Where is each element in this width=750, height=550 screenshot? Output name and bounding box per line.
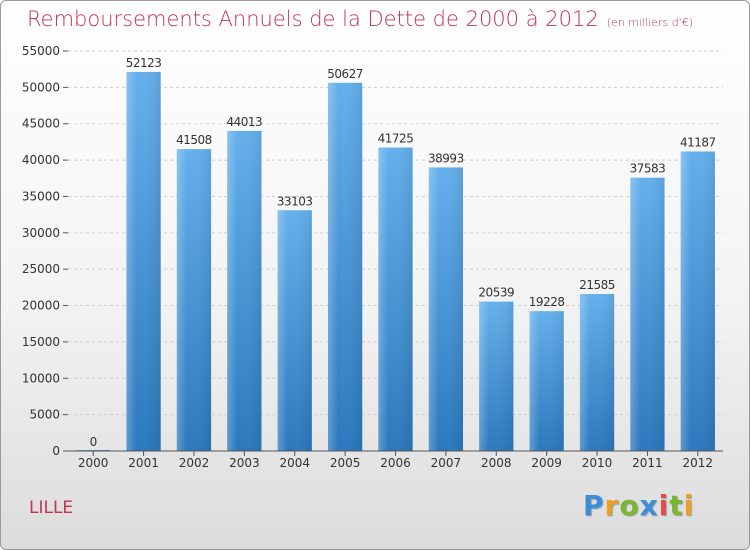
logo-letter: x <box>639 489 659 522</box>
value-label: 19228 <box>529 295 565 309</box>
bar-shade <box>630 177 665 451</box>
y-tick-label: 25000 <box>22 262 60 276</box>
bar-shade <box>126 71 161 451</box>
bar-shade <box>277 210 312 451</box>
y-tick-label: 30000 <box>22 226 60 240</box>
chart-title: Remboursements Annuels de la Dette de 20… <box>27 7 693 31</box>
logo-letter: o <box>619 489 640 522</box>
x-tick-label: 2009 <box>531 456 562 470</box>
y-tick-label: 35000 <box>22 189 60 203</box>
logo-letter: t <box>669 489 684 522</box>
x-tick-label: 2008 <box>481 456 512 470</box>
value-labels: 0 52123 41508 44013 33103 50627 41725 38993 2053… <box>90 56 717 449</box>
chart-subtitle: (en milliers d'€) <box>606 16 693 29</box>
value-label: 0 <box>90 435 97 449</box>
x-axis-ticks: 2000 2001 2002 2003 2004 2005 2006 2007 2008 2009… <box>78 451 713 470</box>
value-label: 41725 <box>378 132 414 146</box>
value-label: 21585 <box>579 278 615 292</box>
value-label: 38993 <box>428 151 464 165</box>
bar-shade <box>479 301 514 451</box>
bar-shade <box>579 294 615 451</box>
value-label: 50627 <box>327 67 363 81</box>
chart-title-text: Remboursements Annuels de la Dette de 20… <box>27 7 599 31</box>
x-tick-label: 2010 <box>582 456 613 470</box>
x-tick-label: 2012 <box>683 456 714 470</box>
x-tick-label: 2000 <box>78 456 109 470</box>
value-label: 44013 <box>227 115 263 129</box>
y-tick-label: 40000 <box>22 153 60 167</box>
x-tick-label: 2004 <box>279 456 310 470</box>
bar-shade <box>176 149 212 451</box>
y-tick-label: 45000 <box>22 117 60 131</box>
logo-letter: i <box>683 489 695 522</box>
bar-shade <box>378 147 413 451</box>
bar-shade <box>529 311 564 451</box>
y-tick-label: 5000 <box>29 408 60 422</box>
bar-shade <box>680 151 715 451</box>
value-label: 33103 <box>277 194 313 208</box>
value-label: 52123 <box>126 56 162 70</box>
y-tick-label: 50000 <box>22 80 60 94</box>
x-tick-label: 2003 <box>229 456 260 470</box>
x-tick-label: 2011 <box>632 456 663 470</box>
proxiti-logo: Proxiti <box>583 489 694 522</box>
logo-letter: i <box>658 489 670 522</box>
y-tick-label: 0 <box>52 444 60 458</box>
city-name: LILLE <box>29 498 74 518</box>
x-tick-label: 2007 <box>431 456 462 470</box>
value-label: 20539 <box>478 286 514 300</box>
x-tick-label: 2005 <box>330 456 361 470</box>
y-tick-label: 10000 <box>22 371 60 385</box>
value-label: 41187 <box>680 135 716 149</box>
bar-shade <box>327 82 363 451</box>
y-tick-label: 15000 <box>22 335 60 349</box>
x-tick-label: 2002 <box>179 456 210 470</box>
bar-shade <box>428 167 464 451</box>
x-tick-label: 2006 <box>380 456 411 470</box>
y-axis-ticks: 0 5000 10000 15000 20000 25000 30000 35000 40000… <box>22 44 68 458</box>
bar-shade <box>227 130 262 451</box>
x-tick-label: 2001 <box>128 456 159 470</box>
value-label: 37583 <box>630 162 666 176</box>
logo-letter: r <box>604 489 620 522</box>
y-tick-label: 55000 <box>22 44 60 58</box>
bars <box>76 71 715 451</box>
value-label: 41508 <box>176 133 212 147</box>
logo-letter: P <box>583 489 605 522</box>
y-tick-label: 20000 <box>22 299 60 313</box>
